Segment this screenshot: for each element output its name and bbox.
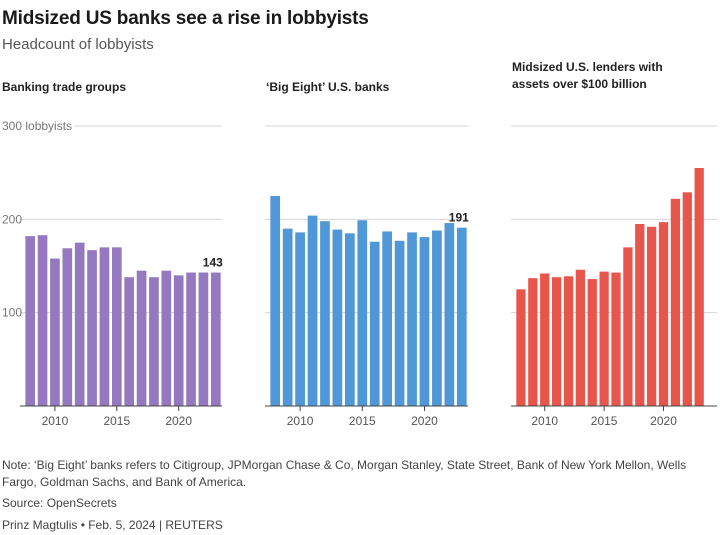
source-text: Source: OpenSecrets <box>2 496 117 510</box>
panel-title: Banking trade groups <box>2 80 126 94</box>
bar <box>37 235 48 406</box>
x-tick-label: 2015 <box>591 414 618 428</box>
x-tick-label: 2015 <box>349 414 376 428</box>
x-tick-label: 2010 <box>287 414 314 428</box>
x-tick-label: 2020 <box>650 414 677 428</box>
panel-title: assets over $100 billion <box>512 77 647 91</box>
bar <box>587 279 597 406</box>
end-value-label: 143 <box>203 256 223 270</box>
bar <box>210 272 221 406</box>
bar <box>111 247 122 406</box>
bar <box>419 237 430 406</box>
y-tick-label: 200 <box>2 212 22 226</box>
bar <box>344 233 355 406</box>
bar <box>320 221 330 406</box>
footnotes: Note: ‘Big Eight’ banks refers to Citigr… <box>2 457 702 534</box>
bar <box>394 240 405 406</box>
bar <box>161 270 172 406</box>
bar <box>25 236 36 406</box>
note-text: Note: ‘Big Eight’ banks refers to Citigr… <box>2 458 687 489</box>
bar <box>307 215 318 406</box>
bar <box>682 192 692 406</box>
x-tick-label: 2020 <box>411 414 438 428</box>
bar <box>623 247 633 406</box>
y-tick-label: 100 <box>2 306 22 320</box>
bar <box>295 232 305 406</box>
bar <box>62 248 73 406</box>
bar <box>432 230 442 406</box>
bar <box>186 272 196 406</box>
x-tick-label: 2010 <box>42 414 69 428</box>
bar <box>270 196 281 406</box>
bar <box>173 275 184 406</box>
bar <box>332 229 343 406</box>
bar <box>282 228 293 406</box>
bar <box>198 272 209 406</box>
bar <box>575 269 585 406</box>
bar <box>516 289 526 406</box>
bar <box>694 168 704 406</box>
bar <box>357 220 368 406</box>
byline-text: Prinz Magtulis • Feb. 5, 2024 | REUTERS <box>2 518 223 532</box>
y-tick-label: 300 lobbyists <box>2 119 72 133</box>
bar <box>551 277 562 406</box>
bar <box>407 232 417 406</box>
bar <box>50 258 60 406</box>
bar <box>124 277 135 406</box>
bar <box>456 227 467 406</box>
bar <box>528 278 538 406</box>
bar <box>149 277 159 406</box>
x-tick-label: 2010 <box>531 414 558 428</box>
bar <box>563 276 574 406</box>
bar <box>382 231 393 406</box>
panel-title: Midsized U.S. lenders with <box>512 60 663 74</box>
bar <box>670 198 681 406</box>
bar <box>635 224 645 406</box>
small-multiples-chart: Banking trade groups 100 200 300 lobbyists 2… <box>1 0 718 428</box>
chart-subtitle: Headcount of lobbyists <box>2 36 154 53</box>
panel-title: ‘Big Eight’ U.S. banks <box>266 80 390 94</box>
x-tick-label: 2015 <box>103 414 130 428</box>
chart-title: Midsized US banks see a rise in lobbyist… <box>2 8 369 29</box>
bar <box>99 247 110 406</box>
bar <box>647 226 657 406</box>
bar <box>444 223 455 406</box>
end-value-label: 191 <box>449 211 469 225</box>
bar <box>611 272 621 406</box>
bar <box>369 241 380 406</box>
bar <box>74 242 85 406</box>
bar <box>540 273 550 406</box>
end-value-label: 255 <box>698 0 718 3</box>
x-tick-label: 2020 <box>165 414 192 428</box>
bar <box>87 250 97 406</box>
bar <box>599 271 609 406</box>
y-tick-label-bg <box>1 119 75 133</box>
bar <box>136 270 147 406</box>
bar <box>658 222 669 406</box>
